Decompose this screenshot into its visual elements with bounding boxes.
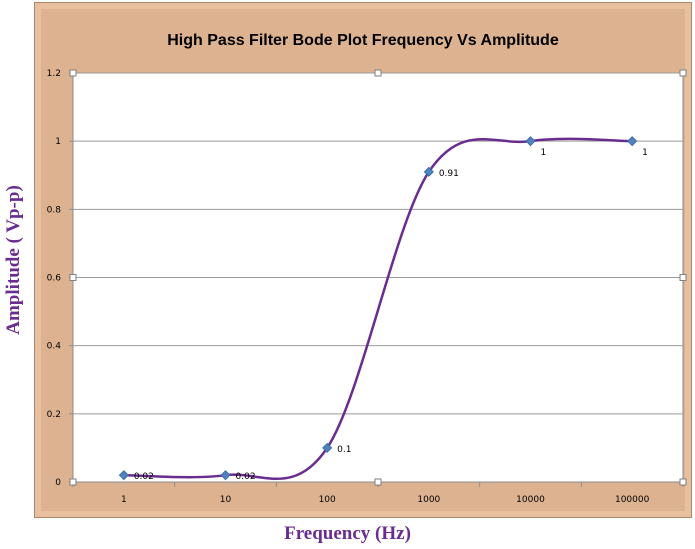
data-point	[118, 470, 129, 481]
chart-title: High Pass Filter Bode Plot Frequency Vs …	[167, 32, 559, 49]
x-tick-label: 1000	[417, 495, 440, 505]
x-axis-title: Frequency (Hz)	[284, 523, 411, 544]
resize-handle	[69, 69, 77, 77]
resize-handle	[374, 69, 382, 77]
data-point	[220, 470, 231, 481]
y-tick-label: 0.6	[47, 274, 62, 284]
y-tick-label: 1	[55, 137, 61, 147]
data-label: 0.1	[337, 445, 351, 455]
data-point	[322, 442, 333, 453]
resize-handle	[69, 274, 77, 281]
y-tick-label: 0.8	[47, 205, 62, 215]
data-label: 0.91	[439, 169, 459, 179]
y-tick-label: 1.2	[47, 69, 61, 79]
x-tick-label: 1	[121, 495, 127, 505]
data-point	[525, 136, 536, 147]
resize-handle	[679, 69, 687, 77]
data-label: 0.02	[236, 472, 256, 482]
x-tick-label: 10	[220, 495, 232, 505]
resize-handle	[374, 478, 382, 486]
data-point	[627, 136, 638, 147]
data-label: 0.02	[134, 472, 154, 482]
data-label: 1	[642, 148, 648, 158]
x-tick-label: 100	[319, 495, 336, 505]
x-tick-label: 10000	[516, 495, 545, 505]
resize-handle	[679, 274, 687, 281]
y-tick-label: 0.4	[47, 342, 62, 352]
y-tick-label: 0	[55, 478, 61, 488]
resize-handle	[69, 478, 77, 486]
data-point	[423, 166, 434, 177]
data-label: 1	[541, 148, 547, 158]
x-tick-label: 100000	[615, 495, 650, 505]
resize-handle	[679, 478, 687, 486]
y-tick-label: 0.2	[47, 410, 61, 420]
